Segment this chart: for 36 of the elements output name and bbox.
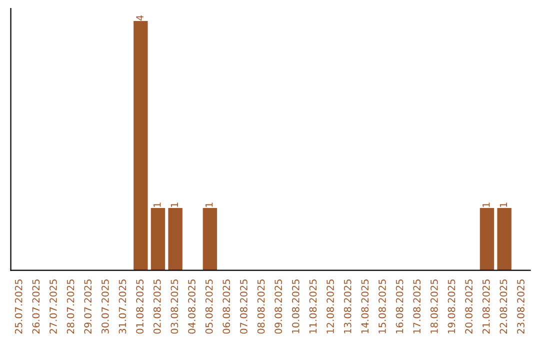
x-tick-label: 10.08.2025	[292, 279, 300, 334]
x-tick-label: 27.07.2025	[50, 279, 57, 334]
x-tick-label: 20.08.2025	[465, 279, 472, 334]
data-label: 1	[170, 202, 178, 207]
x-tick-label: 22.08.2025	[500, 279, 508, 334]
x-tick-label: 29.07.2025	[84, 279, 92, 334]
x-tick-label: 14.08.2025	[361, 279, 369, 334]
data-label: 4	[136, 15, 144, 20]
data-label: 1	[154, 202, 161, 207]
x-tick-label: 03.08.2025	[170, 279, 178, 334]
x-tick-label: 30.07.2025	[102, 279, 109, 334]
x-tick-label: 25.07.2025	[14, 279, 22, 334]
x-tick-label: 08.08.2025	[257, 279, 265, 334]
x-tick-label: 18.08.2025	[430, 279, 438, 334]
data-label: 1	[206, 202, 213, 207]
x-tick-label: 11.08.2025	[309, 279, 317, 334]
x-tick-label: 17.08.2025	[413, 279, 421, 334]
x-tick-label: 19.08.2025	[448, 279, 456, 334]
x-tick-label: 04.08.2025	[188, 279, 196, 334]
x-tick-label: 16.08.2025	[396, 279, 404, 334]
x-tick-label: 13.08.2025	[344, 279, 352, 334]
x-tick-label: 06.08.2025	[222, 279, 230, 334]
x-tick-label: 01.08.2025	[136, 279, 144, 334]
x-tick-label: 02.08.2025	[153, 279, 161, 334]
x-tick-label: 26.07.2025	[32, 279, 40, 334]
data-label: 1	[482, 202, 490, 207]
x-tick-label: 15.08.2025	[378, 279, 386, 334]
x-tick-label: 28.07.2025	[66, 279, 74, 334]
x-tick-label: 12.08.2025	[326, 279, 334, 334]
data-label: 1	[500, 202, 507, 207]
x-tick-label: 07.08.2025	[240, 279, 248, 334]
x-tick-label: 09.08.2025	[274, 279, 282, 334]
x-tick-label: 31.07.2025	[118, 279, 126, 334]
x-tick-label: 21.08.2025	[482, 279, 490, 334]
x-tick-label: 05.08.2025	[205, 279, 213, 334]
x-tick-label: 23.08.2025	[517, 279, 524, 334]
